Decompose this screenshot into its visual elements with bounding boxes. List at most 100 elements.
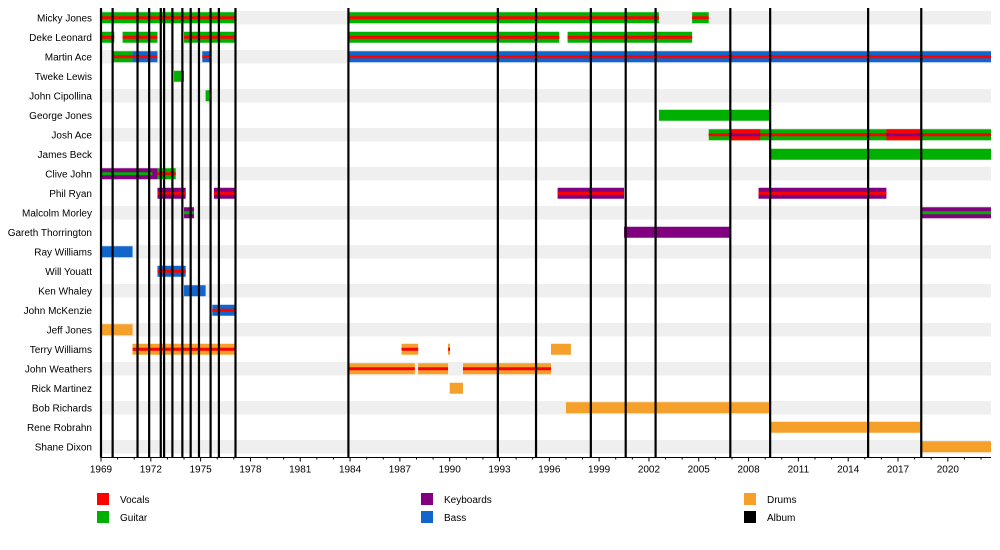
member-bar-stripe	[157, 172, 176, 176]
member-bar-stripe	[212, 308, 236, 312]
legend-label: Guitar	[120, 513, 148, 524]
x-tick-label: 1999	[588, 465, 611, 476]
member-label: Shane Dixon	[35, 442, 92, 453]
member-labels: Micky Jones Deke Leonard Martin Ace Tweke L…	[8, 13, 93, 453]
member-label: Clive John	[45, 169, 92, 180]
x-tick-label: 1978	[239, 465, 262, 476]
member-label: George Jones	[29, 111, 92, 122]
member-bar	[770, 421, 922, 433]
x-tick-label: 1990	[439, 465, 462, 476]
member-label: Bob Richards	[32, 403, 92, 414]
member-label: Josh Ace	[51, 130, 92, 141]
member-bar-stripe	[348, 35, 560, 39]
member-label: John McKenzie	[24, 306, 93, 317]
row-band	[101, 323, 991, 337]
row-band	[101, 89, 991, 103]
member-bar	[101, 246, 133, 258]
member-bar-stripe	[132, 347, 236, 351]
x-tick-label: 2014	[837, 465, 860, 476]
member-bar	[101, 324, 133, 336]
member-bar-stripe	[101, 16, 236, 20]
album-lines	[99, 8, 923, 458]
x-tick-label: 2005	[688, 465, 711, 476]
legend-swatch	[744, 511, 756, 523]
member-bar	[205, 90, 211, 102]
legend-swatch	[97, 493, 109, 505]
legend-swatch	[421, 511, 433, 523]
member-bar-stripe	[462, 367, 551, 371]
x-tick-label: 1981	[289, 465, 312, 476]
member-label: James Beck	[38, 150, 93, 161]
x-tick-label: 1969	[90, 465, 113, 476]
member-label: John Weathers	[25, 364, 92, 375]
x-tick-label: 1987	[389, 465, 412, 476]
member-label: Martin Ace	[45, 52, 93, 63]
member-bar-stripe	[184, 211, 194, 215]
x-tick-label: 1993	[488, 465, 511, 476]
member-bar	[921, 441, 991, 453]
member-bar-stripe	[692, 16, 709, 20]
row-band	[101, 440, 991, 454]
member-bar-stripe	[758, 191, 887, 195]
member-bar-stripe	[348, 55, 991, 59]
member-bar-stripe	[101, 35, 115, 39]
legend-label: Bass	[444, 513, 466, 524]
member-label: Micky Jones	[37, 13, 92, 24]
member-bar	[550, 343, 571, 355]
x-tick-label: 2011	[788, 465, 810, 476]
member-label: Jeff Jones	[47, 325, 92, 336]
legend-swatch	[421, 493, 433, 505]
legend-label: Drums	[767, 495, 796, 506]
x-tick-label: 1975	[190, 465, 213, 476]
x-tick-label: 1984	[339, 465, 362, 476]
member-label: Ken Whaley	[38, 286, 92, 297]
row-band	[101, 284, 991, 298]
legend-label: Keyboards	[444, 495, 492, 506]
member-bar	[624, 226, 731, 238]
member-bar-stripe	[401, 347, 419, 351]
member-bar-stripe	[567, 35, 693, 39]
member-label: Rick Martinez	[31, 384, 92, 395]
member-bar-stripe	[730, 133, 761, 137]
member-bar-stripe	[886, 133, 922, 137]
x-tick-label: 2008	[737, 465, 760, 476]
member-bar-stripe	[348, 16, 659, 20]
member-label: Will Youatt	[45, 267, 92, 278]
member-bar-stripe	[112, 55, 133, 59]
member-bar-stripe	[448, 347, 451, 351]
legend-swatch	[97, 511, 109, 523]
x-tick-label: 2017	[887, 465, 910, 476]
member-bar-stripe	[418, 367, 449, 371]
legend-label: Vocals	[120, 495, 149, 506]
member-label: Deke Leonard	[29, 33, 92, 44]
member-label: John Cipollina	[29, 91, 92, 102]
x-tick-label: 1972	[140, 465, 163, 476]
member-label: Ray Williams	[34, 247, 92, 258]
member-bar	[565, 402, 771, 414]
member-bar	[770, 148, 991, 160]
member-bar-stripe	[122, 35, 158, 39]
x-tick-label: 2002	[638, 465, 661, 476]
legend-label: Album	[767, 513, 795, 524]
member-bar	[184, 285, 206, 297]
row-band	[101, 206, 991, 220]
member-label: Tweke Lewis	[35, 72, 92, 83]
member-label: Rene Robrahn	[27, 423, 92, 434]
member-label: Malcolm Morley	[22, 208, 92, 219]
member-bar	[449, 382, 463, 394]
member-bar-stripe	[132, 55, 158, 59]
x-tick-label: 2020	[937, 465, 960, 476]
member-bar-stripe	[348, 367, 415, 371]
member-bar-stripe	[101, 172, 153, 176]
member-bar	[152, 168, 158, 180]
legend: Vocals Guitar Keyboards Bass Drums Album	[97, 493, 796, 524]
member-bar-stripe	[213, 191, 236, 195]
member-bar-stripe	[202, 55, 211, 59]
member-label: Terry Williams	[30, 345, 92, 356]
member-bar	[658, 109, 771, 121]
x-axis: 1969 1972 1975 1978 1981 1984 1987 1990 1993 1996…	[90, 457, 991, 476]
member-bar-stripe	[708, 133, 991, 137]
member-label: Gareth Thorrington	[8, 228, 92, 239]
row-band	[101, 245, 991, 259]
